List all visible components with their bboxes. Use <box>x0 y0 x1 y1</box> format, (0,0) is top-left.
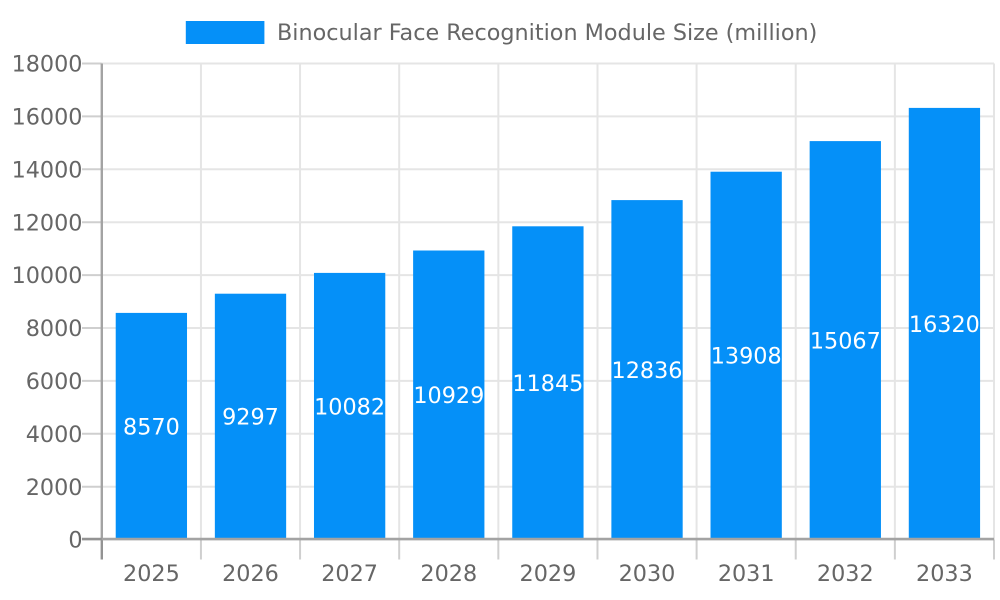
svg-text:10082: 10082 <box>314 394 385 420</box>
svg-text:16320: 16320 <box>909 312 980 338</box>
svg-text:0: 0 <box>68 528 82 554</box>
svg-text:8000: 8000 <box>26 316 83 342</box>
svg-text:12836: 12836 <box>612 358 683 384</box>
svg-text:2032: 2032 <box>817 561 874 587</box>
svg-text:2025: 2025 <box>123 561 180 587</box>
svg-text:6000: 6000 <box>26 369 83 395</box>
svg-text:2033: 2033 <box>916 561 973 587</box>
svg-text:18000: 18000 <box>12 52 83 78</box>
svg-text:13908: 13908 <box>711 344 782 370</box>
svg-text:16000: 16000 <box>12 105 83 131</box>
svg-text:2030: 2030 <box>619 561 676 587</box>
svg-text:2029: 2029 <box>520 561 577 587</box>
svg-text:11845: 11845 <box>512 371 583 397</box>
svg-text:2000: 2000 <box>26 475 83 501</box>
svg-text:2028: 2028 <box>420 561 477 587</box>
svg-text:14000: 14000 <box>12 157 83 183</box>
svg-text:10000: 10000 <box>12 263 83 289</box>
svg-text:12000: 12000 <box>12 210 83 236</box>
svg-text:2026: 2026 <box>222 561 279 587</box>
svg-text:15067: 15067 <box>810 328 881 354</box>
svg-text:10929: 10929 <box>413 383 484 409</box>
svg-text:9297: 9297 <box>222 405 279 431</box>
svg-text:2031: 2031 <box>718 561 775 587</box>
svg-text:8570: 8570 <box>123 414 180 440</box>
svg-text:4000: 4000 <box>26 422 83 448</box>
svg-text:Binocular Face Recognition Mod: Binocular Face Recognition Module Size (… <box>277 20 817 46</box>
svg-text:2027: 2027 <box>321 561 378 587</box>
